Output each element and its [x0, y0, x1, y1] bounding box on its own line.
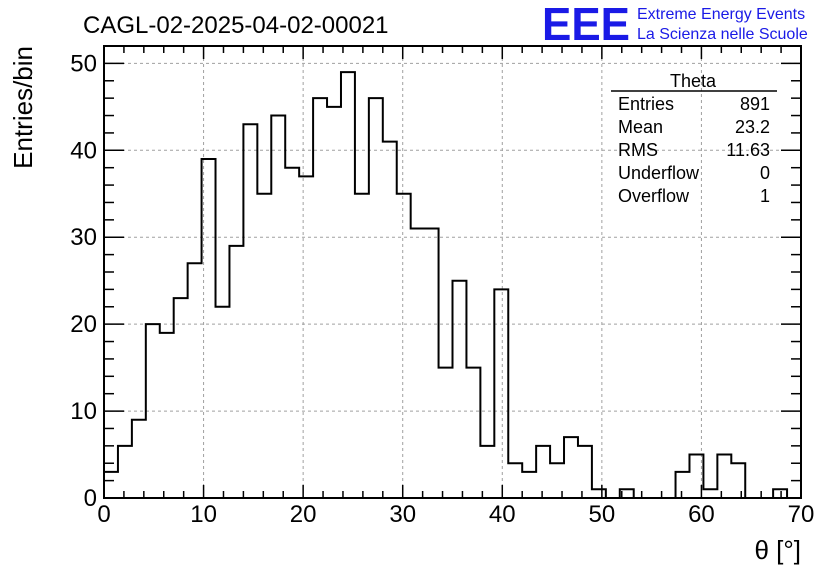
- eee-logo-line2: La Scienza nelle Scuole: [637, 26, 808, 43]
- x-tick-label: 70: [788, 501, 815, 528]
- stats-entries-value: 891: [740, 94, 770, 114]
- stats-entries-label: Entries: [618, 94, 674, 114]
- y-tick-label: 50: [70, 50, 97, 77]
- grid: [104, 46, 801, 498]
- x-tick-label: 40: [489, 501, 516, 528]
- stats-box: Theta Entries 891 Mean 23.2 RMS 11.63 Un…: [611, 71, 777, 206]
- y-tick-label: 40: [70, 137, 97, 164]
- chart-title: CAGL-02-2025-04-02-00021: [83, 12, 389, 39]
- stats-overflow-label: Overflow: [618, 186, 690, 206]
- stats-mean-label: Mean: [618, 117, 663, 137]
- x-tick-labels: 0 10 20 30 40 50 60 70: [97, 501, 814, 528]
- stats-underflow-label: Underflow: [618, 163, 700, 183]
- x-axis-label: θ [°]: [754, 535, 801, 565]
- x-tick-label: 50: [589, 501, 616, 528]
- eee-logo-line1: Extreme Energy Events: [637, 6, 805, 23]
- axis-ticks: [103, 45, 802, 499]
- x-tick-label: 60: [688, 501, 715, 528]
- x-tick-label: 30: [389, 501, 416, 528]
- stats-rms-label: RMS: [618, 140, 658, 160]
- stats-mean-value: 23.2: [735, 117, 770, 137]
- y-tick-label: 0: [84, 485, 97, 512]
- x-tick-label: 0: [97, 501, 110, 528]
- histogram-outline: [103, 71, 801, 499]
- y-tick-label: 30: [70, 224, 97, 251]
- x-tick-label: 20: [290, 501, 317, 528]
- y-tick-label: 20: [70, 311, 97, 338]
- y-tick-labels: 0 10 20 30 40 50: [70, 50, 97, 512]
- stats-box-title: Theta: [670, 71, 717, 91]
- plot-frame: [103, 45, 802, 499]
- eee-logo: EEE Extreme Energy Events La Scienza nel…: [542, 0, 808, 50]
- stats-rms-value: 11.63: [726, 140, 770, 160]
- x-tick-label: 10: [190, 501, 217, 528]
- eee-logo-mark: EEE: [542, 0, 630, 50]
- y-axis-label: Entries/bin: [8, 46, 38, 169]
- stats-underflow-value: 0: [760, 163, 770, 183]
- stats-overflow-value: 1: [760, 186, 770, 206]
- y-tick-label: 10: [70, 398, 97, 425]
